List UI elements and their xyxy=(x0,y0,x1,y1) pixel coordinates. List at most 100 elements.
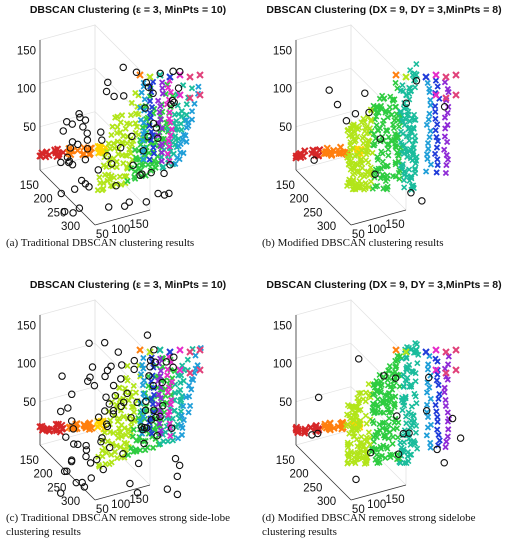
cluster-point xyxy=(140,119,148,126)
cluster-point xyxy=(108,459,115,466)
cluster-point xyxy=(347,146,354,153)
cluster-point xyxy=(392,103,400,110)
noise-point xyxy=(92,455,101,464)
cluster-point xyxy=(356,124,363,131)
cluster-point xyxy=(366,125,374,132)
noise-point xyxy=(151,358,159,367)
cluster-point xyxy=(385,421,392,428)
cluster-point xyxy=(179,392,186,400)
cluster-point xyxy=(369,149,376,156)
cluster-point xyxy=(166,73,174,81)
panel-b: 150 100 50 150 200 250 300 50 100 150 DBSCAN Clus… xyxy=(256,0,512,275)
cluster-point xyxy=(111,448,119,456)
cluster-point xyxy=(128,444,135,452)
cluster-point xyxy=(123,173,130,180)
z-tick-label: 150 xyxy=(17,320,36,332)
caption-b: (b) Modified DBSCAN clustering results xyxy=(262,237,444,249)
cluster-point xyxy=(360,115,367,122)
cluster-point xyxy=(385,134,392,141)
cluster-point xyxy=(137,371,145,378)
noise-point xyxy=(80,483,89,491)
cluster-point xyxy=(427,127,434,135)
cluster-point xyxy=(412,370,419,377)
noise-point xyxy=(101,407,109,415)
cluster-point xyxy=(427,439,434,447)
noise-point xyxy=(94,166,103,174)
cluster-point xyxy=(164,389,171,396)
cluster-point xyxy=(452,346,460,354)
cluster-point xyxy=(150,144,157,151)
cluster-point xyxy=(376,427,383,434)
noise-point xyxy=(102,87,111,96)
cluster-point xyxy=(452,71,460,79)
cluster-point xyxy=(373,388,380,395)
cluster-point xyxy=(157,395,165,402)
chart-title-b: DBSCAN Clustering (DX = 9, DY = 3,MinPts… xyxy=(266,4,502,16)
cluster-point xyxy=(100,179,107,187)
cluster-point xyxy=(442,443,449,451)
noise-point xyxy=(87,474,96,482)
y-tick-label: 250 xyxy=(303,482,322,494)
cluster-point xyxy=(158,125,166,132)
cluster-point xyxy=(196,346,204,354)
cluster-point xyxy=(375,403,382,410)
noise-point xyxy=(110,92,118,101)
cluster-point xyxy=(427,395,434,403)
cluster-point xyxy=(157,355,164,362)
cluster-point xyxy=(157,367,164,375)
cluster-point xyxy=(185,393,193,400)
noise-point xyxy=(64,404,72,412)
caption-a: (a) Traditional DBSCAN clustering result… xyxy=(6,237,195,249)
chart-title-d: DBSCAN Clustering (DX = 9, DY = 3,MinPts… xyxy=(266,279,502,291)
cluster-point xyxy=(52,426,61,435)
cluster-point xyxy=(411,111,418,118)
grid-line xyxy=(295,111,352,128)
cluster-point xyxy=(149,444,157,451)
y-tick-label: 300 xyxy=(61,496,80,508)
noise-point xyxy=(116,144,125,152)
cluster-point xyxy=(124,362,131,369)
noise-point xyxy=(75,204,84,212)
noise-point xyxy=(174,84,183,92)
noise-point xyxy=(145,372,153,380)
cluster-point xyxy=(433,169,440,176)
cluster-point xyxy=(166,109,173,116)
cluster-point xyxy=(424,413,432,421)
noise-point xyxy=(101,372,109,381)
cluster-point xyxy=(185,122,192,129)
cluster-point xyxy=(386,415,393,422)
cluster-point xyxy=(356,454,363,461)
cluster-point xyxy=(395,372,402,379)
cluster-point xyxy=(157,116,164,123)
cluster-point xyxy=(176,346,184,354)
cluster-point xyxy=(375,457,382,464)
cluster-point xyxy=(445,426,452,433)
grid-line xyxy=(39,111,96,128)
cluster-point xyxy=(154,97,162,104)
cluster-point xyxy=(413,400,420,407)
cluster-point xyxy=(114,138,121,145)
cluster-point xyxy=(362,453,369,460)
cluster-point xyxy=(412,429,420,436)
cluster-point xyxy=(407,438,414,445)
cluster-point xyxy=(130,408,138,416)
noise-point xyxy=(154,189,162,198)
cluster-point xyxy=(140,438,148,445)
cluster-point xyxy=(124,377,131,384)
cluster-point xyxy=(133,123,141,131)
cluster-point xyxy=(139,137,147,144)
cluster-point xyxy=(156,71,164,79)
cluster-point xyxy=(104,438,111,445)
y-axis xyxy=(295,169,352,226)
grid-line xyxy=(295,386,352,403)
noise-point xyxy=(69,440,78,448)
cluster-point xyxy=(165,384,173,391)
cluster-point xyxy=(392,71,400,79)
noise-point xyxy=(143,331,152,339)
cluster-point xyxy=(426,110,433,117)
cluster-point xyxy=(195,83,202,90)
noise-point xyxy=(119,92,128,100)
cluster-point xyxy=(436,437,443,444)
cluster-point xyxy=(401,100,408,107)
noise-point xyxy=(141,406,150,415)
